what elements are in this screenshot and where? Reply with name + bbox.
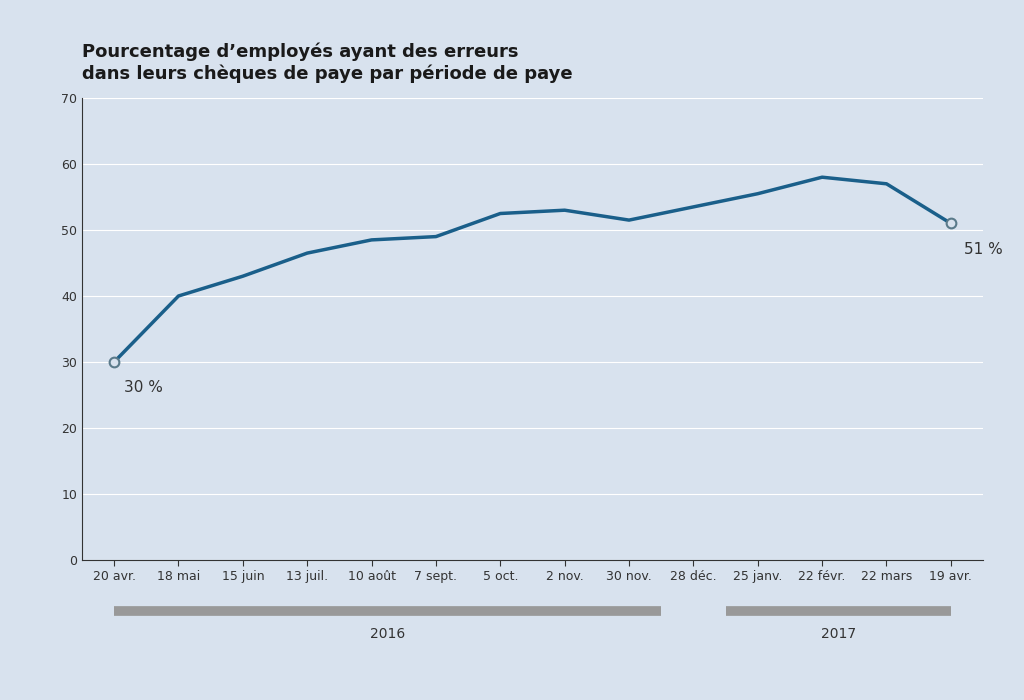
Text: Pourcentage d’employés ayant des erreurs
dans leurs chèques de paye par période : Pourcentage d’employés ayant des erreurs… (82, 43, 572, 83)
Text: 30 %: 30 % (124, 381, 163, 395)
Text: 2016: 2016 (370, 627, 406, 641)
Text: 51 %: 51 % (964, 242, 1002, 257)
Text: 2017: 2017 (820, 627, 856, 641)
